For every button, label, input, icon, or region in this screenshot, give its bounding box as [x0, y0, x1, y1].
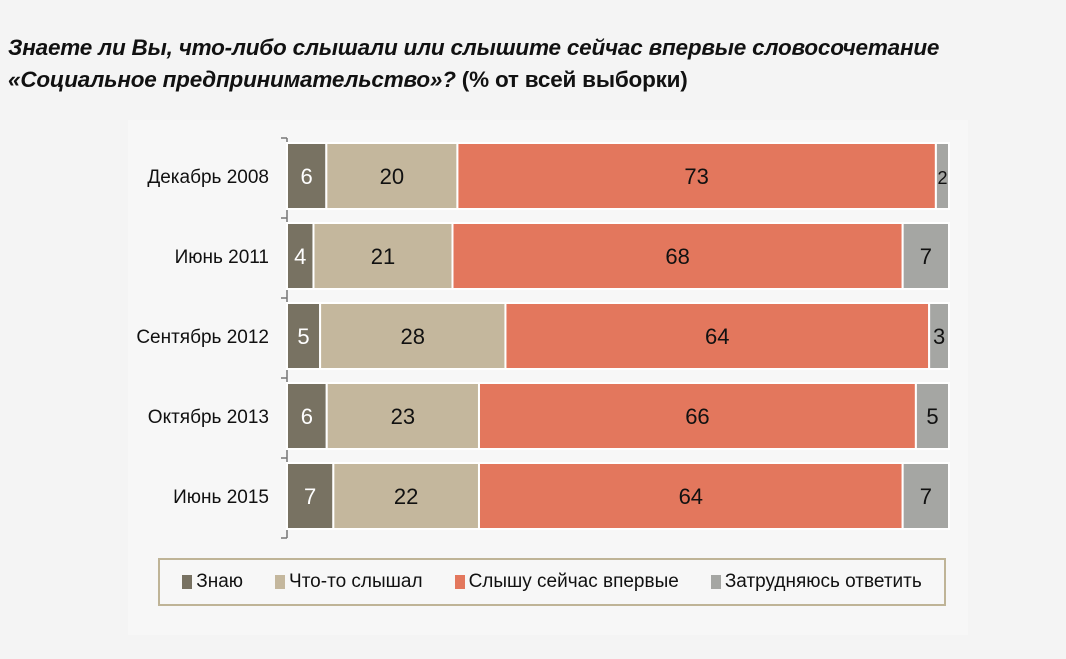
- bar-segment-Знаю: [286, 382, 328, 450]
- bar-segment-Знаю: [286, 222, 315, 290]
- chart-title: Знаете ли Вы, что-либо слышали или слыши…: [8, 32, 1058, 96]
- data-label: 21: [371, 244, 395, 269]
- data-label: 23: [391, 404, 415, 429]
- data-label: 7: [920, 244, 932, 269]
- chart-title-line2-plain: (% от всей выборки): [455, 67, 688, 92]
- bar-segment-Слышу сейчас впервые: [504, 302, 931, 370]
- category-label: Июнь 2015: [173, 487, 269, 508]
- legend-item: Знаю: [182, 571, 243, 593]
- data-label: 73: [684, 164, 708, 189]
- chart-title-line2: «Социальное предпринимательство»? (% от …: [8, 64, 1058, 96]
- bar-segment-Слышу сейчас впервые: [477, 462, 904, 530]
- data-label: 20: [380, 164, 404, 189]
- legend-label: Знаю: [196, 571, 244, 592]
- category-label: Декабрь 2008: [147, 167, 269, 188]
- category-label: Сентябрь 2012: [136, 327, 269, 348]
- bar-segment-Затрудняюсь ответить: [934, 142, 951, 210]
- data-label: 7: [920, 484, 932, 509]
- data-label: 4: [294, 244, 306, 269]
- data-label: 6: [301, 164, 313, 189]
- chart-title-line2-italic: «Социальное предпринимательство»?: [8, 67, 456, 92]
- data-label: 2: [937, 168, 947, 188]
- bar-segment-Затрудняюсь ответить: [901, 462, 950, 530]
- bar-segment-Знаю: [286, 302, 322, 370]
- bar-segment-Слышу сейчас впервые: [477, 382, 917, 450]
- data-label: 22: [394, 484, 418, 509]
- data-label: 28: [401, 324, 425, 349]
- category-label: Июнь 2011: [175, 247, 269, 268]
- data-label: 66: [685, 404, 709, 429]
- bar-segment-Знаю: [286, 142, 328, 210]
- legend-item: Слышу сейчас впервые: [454, 571, 679, 593]
- chart-title-line1: Знаете ли Вы, что-либо слышали или слыши…: [8, 35, 940, 60]
- bar-segment-Слышу сейчас впервые: [451, 222, 904, 290]
- legend-item: Затрудняюсь ответить: [710, 571, 922, 593]
- data-label: 7: [304, 484, 316, 509]
- bar-segment-Затрудняюсь ответить: [914, 382, 951, 450]
- bar-segment-Знаю: [286, 462, 335, 530]
- legend-swatch: [182, 575, 193, 589]
- legend-label: Что-то слышал: [289, 571, 423, 592]
- legend-item: Что-то слышал: [275, 571, 423, 593]
- data-label: 68: [665, 244, 689, 269]
- bar-segment-Что-то слышал: [332, 462, 480, 530]
- data-label: 64: [705, 324, 729, 349]
- legend-label: Слышу сейчас впервые: [468, 571, 679, 592]
- bar-segment-Затрудняюсь ответить: [901, 222, 950, 290]
- data-label: 5: [926, 404, 938, 429]
- bar-segment-Что-то слышал: [312, 222, 454, 290]
- legend-swatch: [710, 575, 721, 589]
- category-label: Октябрь 2013: [148, 407, 269, 428]
- legend-swatch: [454, 575, 465, 589]
- data-label: 5: [297, 324, 309, 349]
- data-label: 64: [679, 484, 703, 509]
- bar-segment-Затрудняюсь ответить: [928, 302, 951, 370]
- legend-label: Затрудняюсь ответить: [724, 571, 922, 592]
- data-label: 6: [301, 404, 313, 429]
- bar-segment-Что-то слышал: [325, 382, 480, 450]
- data-label: 3: [933, 324, 945, 349]
- legend-swatch: [275, 575, 286, 589]
- legend: Знаю Что-то слышал Слышу сейчас впервые Зат…: [158, 558, 946, 606]
- bar-segment-Слышу сейчас впервые: [456, 142, 937, 210]
